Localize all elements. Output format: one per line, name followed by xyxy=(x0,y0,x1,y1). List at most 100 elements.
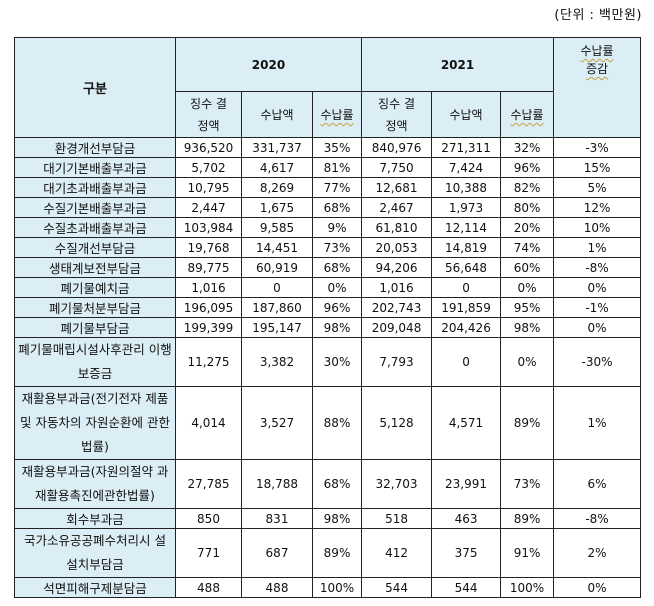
table-row: 환경개선부담금 936,520 331,737 35% 840,976 271,311 32… xyxy=(14,137,642,158)
cell-rate-2021: 89% xyxy=(500,386,555,460)
cell-rate-change: 0% xyxy=(553,577,642,598)
row-category-name: 대기기본배출부과금 xyxy=(14,157,176,178)
cell-rate-2020: 81% xyxy=(311,157,363,178)
cell-collected-2021: 1,973 xyxy=(431,197,502,218)
header-assessed-2020-label: 징수 결정액 xyxy=(190,96,227,133)
cell-collected-2021: 0 xyxy=(431,277,502,298)
cell-assessed-2021: 7,750 xyxy=(361,157,433,178)
row-category-name: 생태계보전부담금 xyxy=(14,257,176,278)
cell-collected-2020: 831 xyxy=(241,508,313,529)
header-year-2020: 2020 xyxy=(174,37,363,92)
table-row: 폐기물매립시설사후관리 이행보증금 11,275 3,382 30% 7,793 0 0% -… xyxy=(14,337,642,387)
cell-assessed-2021: 412 xyxy=(361,528,433,578)
cell-rate-2021: 74% xyxy=(500,237,555,258)
header-rate-2020: 수납률 xyxy=(311,91,363,138)
fee-collection-table: 구분 2020 2021 수납률 증감 징수 결정액 수납액 수납률 징수 결정… xyxy=(14,37,642,598)
cell-collected-2021: 463 xyxy=(431,508,502,529)
cell-rate-2020: 100% xyxy=(311,577,363,598)
row-category-name: 재활용부과금(자원의절약 과재활용촉진에관한법률) xyxy=(14,459,176,509)
cell-rate-change: -8% xyxy=(553,257,642,278)
header-assessed-2020: 징수 결정액 xyxy=(175,91,242,138)
header-rate-2020-label: 수납률 xyxy=(320,108,354,122)
cell-collected-2020: 0 xyxy=(241,277,313,298)
cell-collected-2020: 331,737 xyxy=(241,137,313,158)
cell-rate-2020: 96% xyxy=(311,297,363,318)
row-category-name: 회수부과금 xyxy=(14,508,176,529)
cell-rate-change: -3% xyxy=(553,137,642,158)
cell-rate-2021: 0% xyxy=(500,277,555,298)
cell-rate-2020: 68% xyxy=(311,197,363,218)
cell-rate-change: 12% xyxy=(553,197,642,218)
cell-assessed-2020: 771 xyxy=(175,528,242,578)
table-row: 회수부과금 850 831 98% 518 463 89% -8% xyxy=(14,508,642,529)
cell-rate-change: 0% xyxy=(553,317,642,338)
header-assessed-2021-label: 징수 결정액 xyxy=(378,96,415,133)
header-rate-change-label: 수납률 증감 xyxy=(580,44,614,76)
cell-rate-change: -1% xyxy=(553,297,642,318)
cell-collected-2020: 187,860 xyxy=(241,297,313,318)
cell-collected-2020: 1,675 xyxy=(241,197,313,218)
table-row: 수질초과배출부과금 103,984 9,585 9% 61,810 12,114 20% 10… xyxy=(14,217,642,238)
cell-collected-2021: 10,388 xyxy=(431,177,502,198)
cell-rate-2020: 0% xyxy=(311,277,363,298)
cell-collected-2020: 60,919 xyxy=(241,257,313,278)
cell-collected-2021: 271,311 xyxy=(431,137,502,158)
cell-collected-2021: 4,571 xyxy=(431,386,502,460)
header-category: 구분 xyxy=(14,37,176,138)
cell-rate-2021: 20% xyxy=(500,217,555,238)
cell-collected-2020: 687 xyxy=(241,528,313,578)
cell-assessed-2021: 209,048 xyxy=(361,317,433,338)
cell-assessed-2020: 5,702 xyxy=(175,157,242,178)
cell-rate-change: 1% xyxy=(553,237,642,258)
cell-assessed-2020: 27,785 xyxy=(175,459,242,509)
header-year-2021: 2021 xyxy=(361,37,555,92)
cell-collected-2021: 191,859 xyxy=(431,297,502,318)
cell-assessed-2020: 196,095 xyxy=(175,297,242,318)
cell-assessed-2020: 1,016 xyxy=(175,277,242,298)
cell-collected-2020: 18,788 xyxy=(241,459,313,509)
cell-rate-2021: 96% xyxy=(500,157,555,178)
table-row: 생태계보전부담금 89,775 60,919 68% 94,206 56,648 60% -8… xyxy=(14,257,642,278)
cell-rate-change: 5% xyxy=(553,177,642,198)
cell-assessed-2020: 4,014 xyxy=(175,386,242,460)
row-category-name: 폐기물매립시설사후관리 이행보증금 xyxy=(14,337,176,387)
cell-rate-2020: 30% xyxy=(311,337,363,387)
cell-rate-2020: 68% xyxy=(311,257,363,278)
cell-collected-2020: 488 xyxy=(241,577,313,598)
row-category-name: 수질개선부담금 xyxy=(14,237,176,258)
cell-rate-change: 0% xyxy=(553,277,642,298)
cell-assessed-2020: 103,984 xyxy=(175,217,242,238)
cell-assessed-2021: 7,793 xyxy=(361,337,433,387)
cell-assessed-2020: 10,795 xyxy=(175,177,242,198)
cell-assessed-2020: 936,520 xyxy=(175,137,242,158)
cell-rate-2020: 73% xyxy=(311,237,363,258)
cell-collected-2020: 195,147 xyxy=(241,317,313,338)
cell-rate-change: 1% xyxy=(553,386,642,460)
cell-rate-change: -30% xyxy=(553,337,642,387)
header-collected-2020: 수납액 xyxy=(241,91,313,138)
table-row: 폐기물부담금 199,399 195,147 98% 209,048 204,426 98%… xyxy=(14,317,642,338)
cell-assessed-2020: 11,275 xyxy=(175,337,242,387)
table-row: 재활용부과금(전기전자 제품 및 자동차의 자원순환에 관한 법률) 4,014 3… xyxy=(14,386,642,460)
cell-rate-2020: 77% xyxy=(311,177,363,198)
table-row: 폐기물예치금 1,016 0 0% 1,016 0 0% 0% xyxy=(14,277,642,298)
cell-assessed-2021: 202,743 xyxy=(361,297,433,318)
cell-collected-2020: 14,451 xyxy=(241,237,313,258)
row-category-name: 국가소유공공폐수처리시 설 설치부담금 xyxy=(14,528,176,578)
cell-rate-2020: 68% xyxy=(311,459,363,509)
cell-rate-2021: 89% xyxy=(500,508,555,529)
row-category-name: 대기초과배출부과금 xyxy=(14,177,176,198)
cell-collected-2021: 544 xyxy=(431,577,502,598)
table-row: 석면피해구제분담금 488 488 100% 544 544 100% 0% xyxy=(14,577,642,598)
row-category-name: 환경개선부담금 xyxy=(14,137,176,158)
cell-rate-change: -8% xyxy=(553,508,642,529)
table-row: 폐기물처분부담금 196,095 187,860 96% 202,743 191,859 9… xyxy=(14,297,642,318)
cell-assessed-2020: 19,768 xyxy=(175,237,242,258)
cell-rate-change: 15% xyxy=(553,157,642,178)
row-category-name: 폐기물예치금 xyxy=(14,277,176,298)
cell-assessed-2021: 1,016 xyxy=(361,277,433,298)
cell-collected-2021: 7,424 xyxy=(431,157,502,178)
cell-assessed-2021: 94,206 xyxy=(361,257,433,278)
row-category-name: 폐기물처분부담금 xyxy=(14,297,176,318)
cell-assessed-2021: 61,810 xyxy=(361,217,433,238)
